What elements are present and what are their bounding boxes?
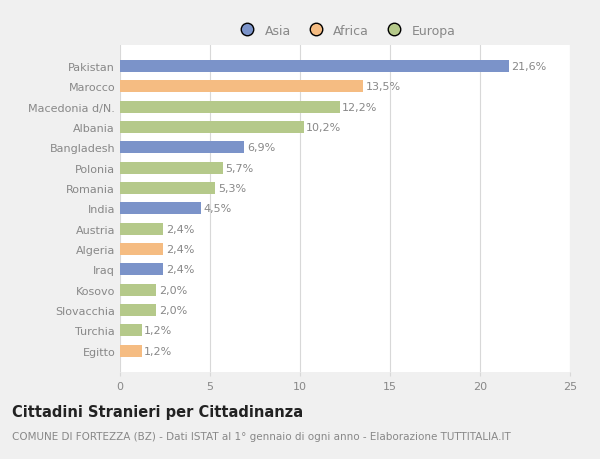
Bar — [120, 61, 509, 73]
Bar — [120, 345, 142, 357]
Bar — [120, 223, 163, 235]
Text: Cittadini Stranieri per Cittadinanza: Cittadini Stranieri per Cittadinanza — [12, 404, 303, 419]
Text: 4,5%: 4,5% — [204, 204, 232, 214]
Text: 2,0%: 2,0% — [158, 305, 187, 315]
Text: 12,2%: 12,2% — [342, 102, 377, 112]
Bar — [120, 81, 363, 93]
Bar — [120, 325, 142, 337]
Text: 6,9%: 6,9% — [247, 143, 275, 153]
Bar — [120, 304, 156, 316]
Text: 2,4%: 2,4% — [166, 265, 194, 274]
Bar — [120, 162, 223, 174]
Bar — [120, 263, 163, 276]
Text: 1,2%: 1,2% — [145, 346, 173, 356]
Bar — [120, 284, 156, 296]
Bar — [120, 122, 304, 134]
Text: 2,4%: 2,4% — [166, 224, 194, 234]
Text: 10,2%: 10,2% — [306, 123, 341, 133]
Text: 1,2%: 1,2% — [145, 325, 173, 336]
Bar — [120, 101, 340, 113]
Bar — [120, 183, 215, 195]
Text: COMUNE DI FORTEZZA (BZ) - Dati ISTAT al 1° gennaio di ogni anno - Elaborazione T: COMUNE DI FORTEZZA (BZ) - Dati ISTAT al … — [12, 431, 511, 442]
Bar — [120, 142, 244, 154]
Text: 2,4%: 2,4% — [166, 245, 194, 254]
Text: 13,5%: 13,5% — [366, 82, 401, 92]
Text: 5,3%: 5,3% — [218, 184, 246, 194]
Legend: Asia, Africa, Europa: Asia, Africa, Europa — [229, 20, 461, 43]
Text: 2,0%: 2,0% — [158, 285, 187, 295]
Text: 21,6%: 21,6% — [511, 62, 547, 72]
Bar — [120, 203, 201, 215]
Bar — [120, 243, 163, 256]
Text: 5,7%: 5,7% — [226, 163, 254, 173]
